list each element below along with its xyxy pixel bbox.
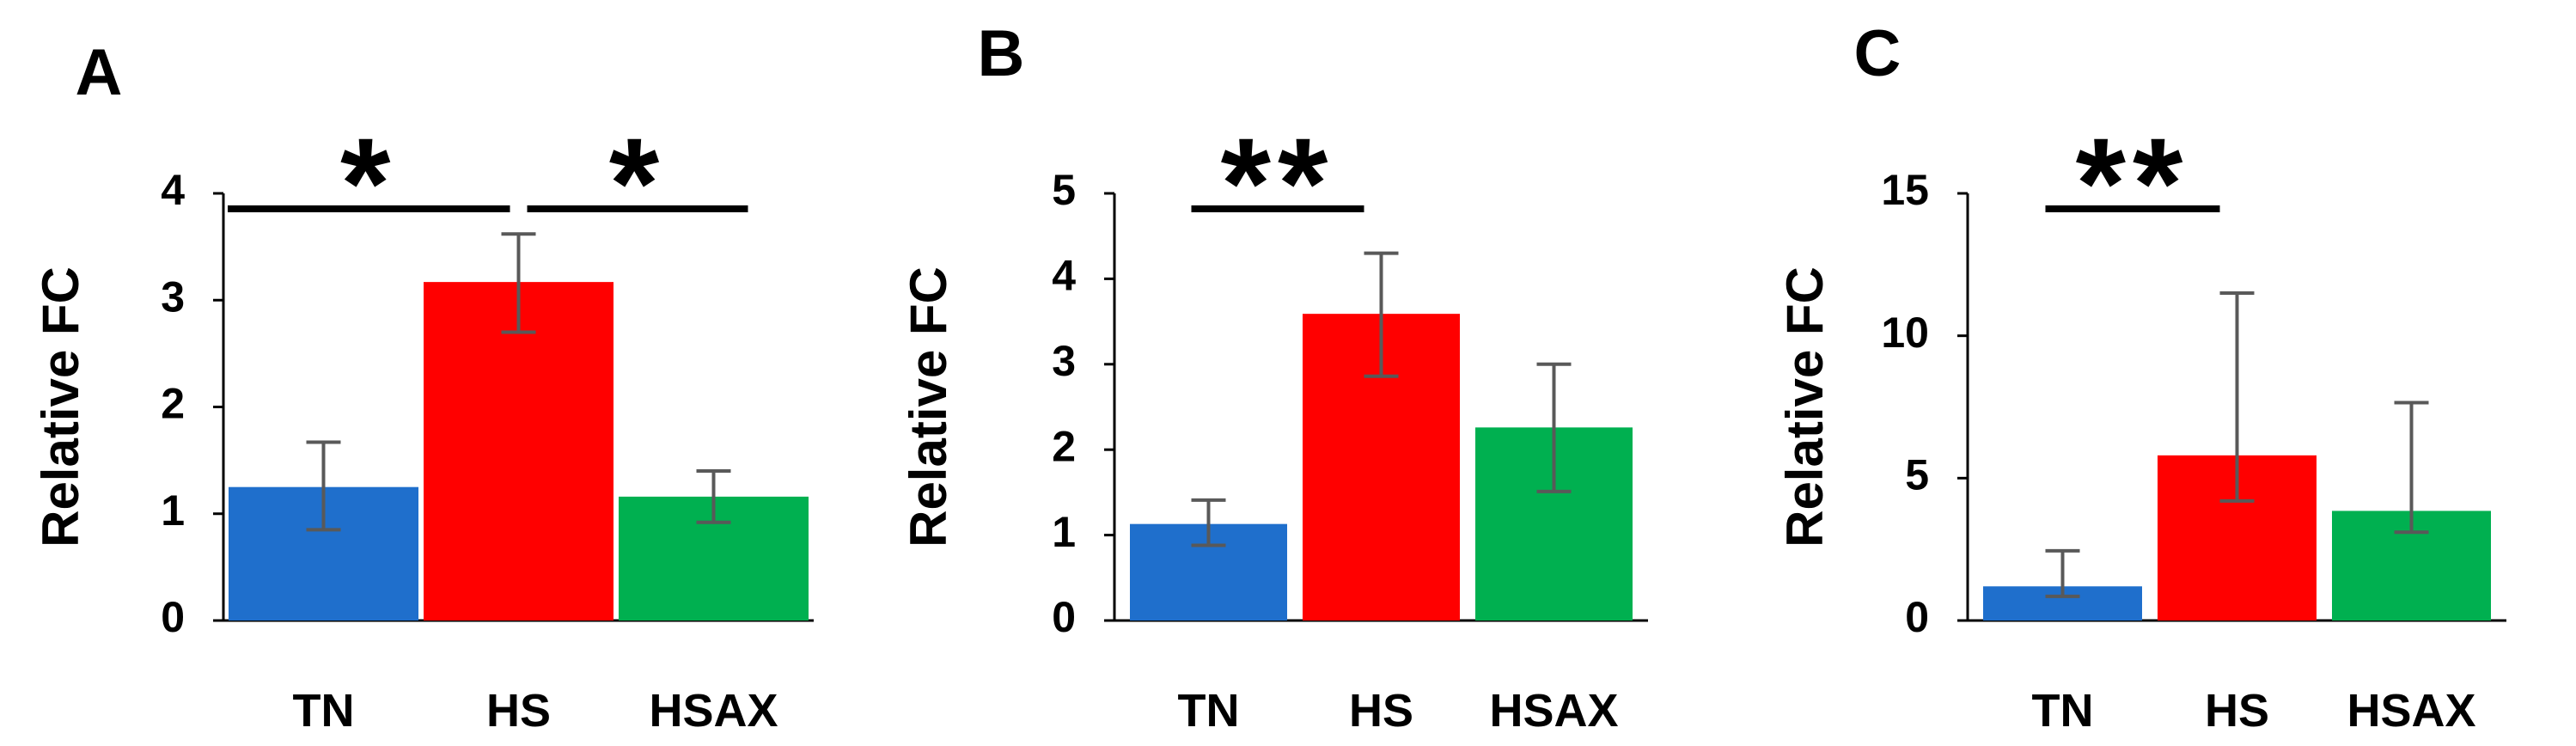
error-bar-tn bbox=[1191, 498, 1226, 547]
y-axis-label: Relative FC bbox=[32, 266, 89, 547]
error-bar-hsax bbox=[1536, 362, 1572, 493]
error-bar-tn bbox=[306, 440, 341, 532]
error-bar-hsax bbox=[696, 469, 731, 524]
category-label-hsax: HSAX bbox=[649, 685, 778, 737]
error-bar-tn bbox=[2045, 548, 2080, 598]
y-tick-label: 3 bbox=[161, 272, 185, 321]
y-tick-label: 4 bbox=[161, 166, 185, 214]
error-bar-hs bbox=[1364, 251, 1399, 378]
y-tick-label: 2 bbox=[161, 380, 185, 428]
category-label-tn: TN bbox=[293, 685, 355, 737]
category-label-tn: TN bbox=[2032, 685, 2094, 737]
panel-a: A Relative FC 0 1 2 3 4 TN HS HSAX * * bbox=[32, 36, 814, 737]
panel-c: C Relative FC 0 5 10 15 TN HS HSAX ** bbox=[1776, 17, 2506, 737]
y-tick-label: 1 bbox=[161, 486, 185, 535]
y-tick-label: 0 bbox=[1052, 593, 1076, 641]
panel-letter: B bbox=[978, 17, 1025, 90]
y-tick-label: 5 bbox=[1052, 166, 1076, 214]
significance-marker: * bbox=[609, 111, 666, 255]
panel-b: B Relative FC 0 1 2 3 4 5 TN HS HSAX ** bbox=[900, 17, 1648, 737]
significance-marker: * bbox=[340, 111, 397, 255]
y-axis-label: Relative FC bbox=[900, 266, 957, 547]
panel-letter: C bbox=[1854, 17, 1901, 90]
y-tick-label: 3 bbox=[1052, 337, 1076, 385]
category-label-hs: HS bbox=[1349, 685, 1413, 737]
category-label-tn: TN bbox=[1178, 685, 1240, 737]
category-label-hs: HS bbox=[2205, 685, 2269, 737]
panel-letter: A bbox=[76, 36, 123, 109]
y-axis-label: Relative FC bbox=[1776, 266, 1834, 547]
category-label-hsax: HSAX bbox=[2347, 685, 2475, 737]
y-tick-label: 0 bbox=[1905, 593, 1929, 641]
bar-hs bbox=[424, 282, 613, 621]
y-tick-label: 1 bbox=[1052, 508, 1076, 556]
y-tick-label: 15 bbox=[1881, 166, 1929, 214]
y-tick-label: 5 bbox=[1905, 451, 1929, 499]
significance-marker: ** bbox=[1221, 111, 1335, 255]
error-bar-hs bbox=[501, 232, 536, 334]
error-bar-hs bbox=[2219, 290, 2255, 503]
y-tick-label: 4 bbox=[1052, 252, 1076, 300]
category-label-hsax: HSAX bbox=[1489, 685, 1618, 737]
y-tick-label: 10 bbox=[1881, 309, 1929, 357]
y-tick-label: 0 bbox=[161, 593, 185, 641]
category-label-hs: HS bbox=[486, 685, 551, 737]
y-tick-label: 2 bbox=[1052, 422, 1076, 470]
significance-marker: ** bbox=[2076, 111, 2190, 255]
error-bar-hsax bbox=[2394, 401, 2429, 535]
